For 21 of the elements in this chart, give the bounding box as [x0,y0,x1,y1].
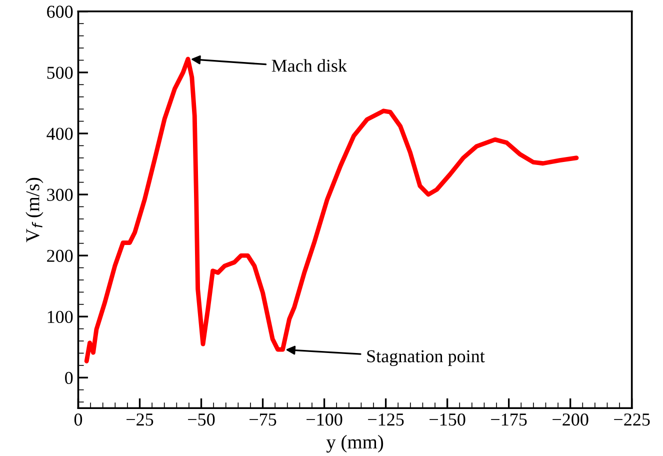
x-tick-label: −200 [552,414,588,426]
x-tick-label: −225 [614,414,650,426]
annotation: Mach disk [272,59,348,72]
y-tick-label: 100 [48,310,73,324]
x-tick-label: 0 [74,414,82,426]
annotation: Stagnation point [367,350,485,366]
y-tick-label: 200 [47,250,73,262]
x-tick-label: −100 [306,414,342,426]
x-tick-label: −50 [188,414,215,426]
x-axis-title: y (mm) [326,434,384,453]
y-tick-label: 500 [47,66,73,79]
x-tick-label: −175 [491,414,527,426]
y-tick-label: 0 [65,372,73,384]
x-tick-label: −150 [430,414,466,426]
y-tick-label: 300 [47,188,73,201]
y-tick-label: 400 [46,128,73,140]
y-tick-label: 600 [47,6,73,18]
x-tick-label: −25 [126,414,154,426]
x-tick-label: −75 [250,414,276,426]
y-axis-title: V$_{f}$ (m/s) [26,178,44,242]
x-tick-label: −125 [368,414,404,426]
